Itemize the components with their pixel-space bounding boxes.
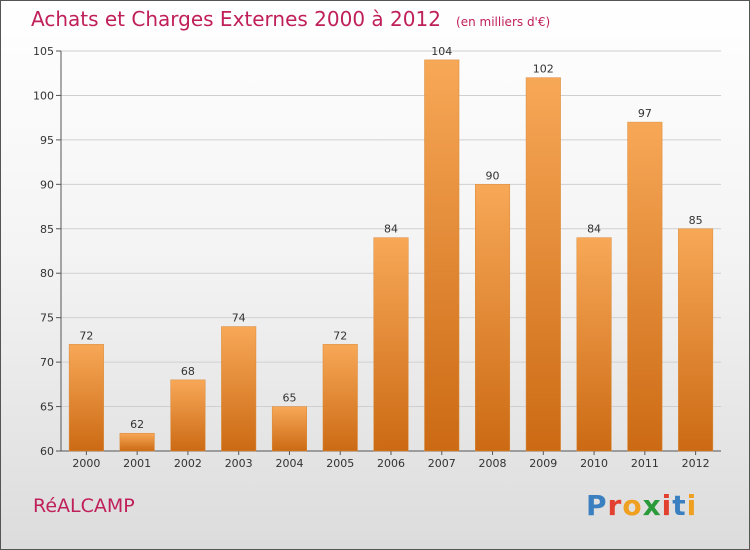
- x-tick-label: 2005: [326, 457, 354, 470]
- bar: [271, 406, 307, 452]
- x-tick-label: 2011: [631, 457, 659, 470]
- data-label: 62: [130, 418, 144, 431]
- data-labels: 72 62 68 74 65 72 84 104 90 102 84 97 85: [79, 45, 702, 431]
- logo-letter: x: [642, 489, 662, 522]
- x-tick-label: 2001: [123, 457, 151, 470]
- data-label: 74: [232, 312, 246, 325]
- y-tick-label: 100: [33, 89, 54, 102]
- data-label: 90: [486, 169, 500, 182]
- x-tick-label: 2010: [580, 457, 608, 470]
- data-label: 85: [689, 214, 703, 227]
- x-tick-label: 2009: [529, 457, 557, 470]
- bar: [576, 237, 612, 452]
- logo-letter: i: [686, 489, 698, 522]
- chart-title: Achats et Charges Externes 2000 à 2012: [31, 7, 441, 31]
- data-label: 72: [333, 329, 347, 342]
- bar: [678, 228, 714, 452]
- bar: [322, 344, 358, 452]
- data-label: 104: [431, 45, 452, 58]
- logo-letter: i: [661, 489, 673, 522]
- y-tick-label: 90: [40, 178, 54, 191]
- x-tick-label: 2003: [225, 457, 253, 470]
- bar: [424, 59, 460, 452]
- commune-name: RéALCAMP: [33, 495, 135, 517]
- x-tick-label: 2000: [72, 457, 100, 470]
- bar: [627, 121, 663, 452]
- x-tick-label: 2004: [275, 457, 303, 470]
- y-tick-label: 75: [40, 312, 54, 325]
- bar: [170, 379, 206, 452]
- x-tick-label: 2007: [428, 457, 456, 470]
- data-label: 72: [79, 329, 93, 342]
- y-tick-label: 60: [40, 445, 54, 458]
- y-tick-label: 85: [40, 223, 54, 236]
- proxiti-logo[interactable]: Proxiti: [586, 489, 697, 522]
- bars: [68, 59, 714, 452]
- data-label: 68: [181, 365, 195, 378]
- bar: [68, 344, 104, 452]
- y-tick-label: 70: [40, 356, 54, 369]
- logo-letter: t: [672, 489, 687, 522]
- bar: [119, 432, 155, 452]
- x-tick-label: 2008: [479, 457, 507, 470]
- data-label: 102: [533, 63, 554, 76]
- chart-unit: (en milliers d'€): [456, 15, 551, 29]
- y-tick-label: 95: [40, 134, 54, 147]
- logo-letter: P: [586, 489, 608, 522]
- data-label: 97: [638, 107, 652, 120]
- logo-letter: o: [622, 489, 643, 522]
- data-label: 65: [282, 392, 296, 405]
- bar: [221, 326, 257, 452]
- title-row: Achats et Charges Externes 2000 à 2012 (…: [31, 7, 550, 31]
- y-tick-label: 105: [33, 45, 54, 58]
- axes: 60 65 70 75 80 85 90 95 100 105 2000 2001 2002 2003 20…: [33, 45, 721, 470]
- y-tick-label: 80: [40, 267, 54, 280]
- x-tick-label: 2002: [174, 457, 202, 470]
- bar: [525, 77, 561, 452]
- x-tick-label: 2006: [377, 457, 405, 470]
- data-label: 84: [384, 223, 398, 236]
- logo-letter: r: [607, 489, 623, 522]
- x-tick-label: 2012: [682, 457, 710, 470]
- bar: [373, 237, 409, 452]
- y-tick-label: 65: [40, 401, 54, 414]
- bar: [475, 184, 511, 452]
- data-label: 84: [587, 223, 601, 236]
